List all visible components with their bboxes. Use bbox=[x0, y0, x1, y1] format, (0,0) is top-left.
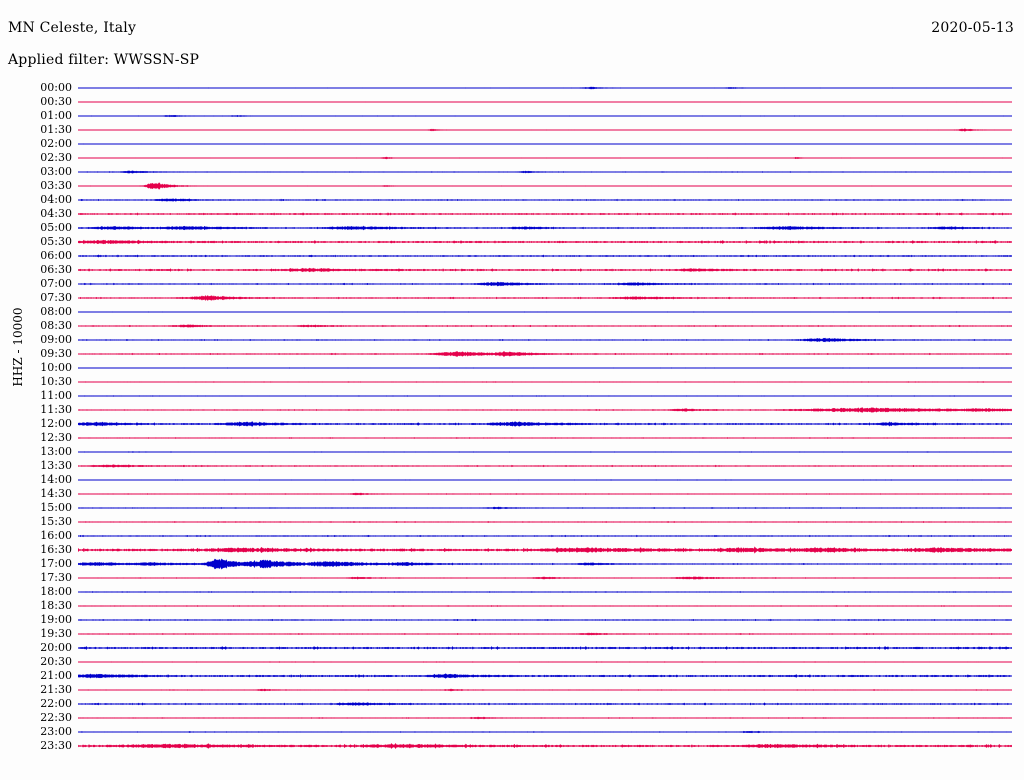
time-label: 01:30 bbox=[40, 123, 72, 136]
time-label: 14:30 bbox=[40, 487, 72, 500]
record-date: 2020-05-13 bbox=[931, 20, 1014, 36]
time-label: 06:00 bbox=[40, 249, 72, 262]
time-label: 07:00 bbox=[40, 277, 72, 290]
time-label: 15:00 bbox=[40, 501, 72, 514]
time-label: 06:30 bbox=[40, 263, 72, 276]
time-label: 12:00 bbox=[40, 417, 72, 430]
time-label: 13:30 bbox=[40, 459, 72, 472]
time-label: 22:30 bbox=[40, 711, 72, 724]
time-label: 00:00 bbox=[40, 81, 72, 94]
time-label: 11:30 bbox=[40, 403, 72, 416]
time-label: 02:00 bbox=[40, 137, 72, 150]
time-label: 09:00 bbox=[40, 333, 72, 346]
time-axis-labels: 00:00 00:30 01:00 01:30 02:00 02:30 03:00 03:30… bbox=[0, 0, 76, 780]
time-label: 21:30 bbox=[40, 683, 72, 696]
time-label: 23:30 bbox=[40, 739, 72, 752]
time-label: 00:30 bbox=[40, 95, 72, 108]
time-label: 18:00 bbox=[40, 585, 72, 598]
time-label: 23:00 bbox=[40, 725, 72, 738]
time-label: 19:30 bbox=[40, 627, 72, 640]
time-label: 12:30 bbox=[40, 431, 72, 444]
time-label: 09:30 bbox=[40, 347, 72, 360]
trace-canvas bbox=[78, 86, 1012, 750]
station-title: MN Celeste, Italy bbox=[8, 20, 137, 36]
time-label: 08:00 bbox=[40, 305, 72, 318]
time-label: 17:30 bbox=[40, 571, 72, 584]
time-label: 20:30 bbox=[40, 655, 72, 668]
time-label: 10:00 bbox=[40, 361, 72, 374]
time-label: 17:00 bbox=[40, 557, 72, 570]
time-label: 04:30 bbox=[40, 207, 72, 220]
time-label: 01:00 bbox=[40, 109, 72, 122]
time-label: 03:00 bbox=[40, 165, 72, 178]
time-label: 07:30 bbox=[40, 291, 72, 304]
time-label: 16:00 bbox=[40, 529, 72, 542]
time-label: 22:00 bbox=[40, 697, 72, 710]
time-label: 08:30 bbox=[40, 319, 72, 332]
time-label: 21:00 bbox=[40, 669, 72, 682]
time-label: 04:00 bbox=[40, 193, 72, 206]
time-label: 15:30 bbox=[40, 515, 72, 528]
time-label: 20:00 bbox=[40, 641, 72, 654]
time-label: 05:00 bbox=[40, 221, 72, 234]
time-label: 05:30 bbox=[40, 235, 72, 248]
applied-filter-label: Applied filter: WWSSN-SP bbox=[8, 52, 200, 68]
time-label: 13:00 bbox=[40, 445, 72, 458]
time-label: 02:30 bbox=[40, 151, 72, 164]
time-label: 10:30 bbox=[40, 375, 72, 388]
time-label: 14:00 bbox=[40, 473, 72, 486]
seismogram-plot bbox=[78, 0, 1013, 780]
time-label: 18:30 bbox=[40, 599, 72, 612]
time-label: 11:00 bbox=[40, 389, 72, 402]
time-label: 03:30 bbox=[40, 179, 72, 192]
time-label: 16:30 bbox=[40, 543, 72, 556]
time-label: 19:00 bbox=[40, 613, 72, 626]
